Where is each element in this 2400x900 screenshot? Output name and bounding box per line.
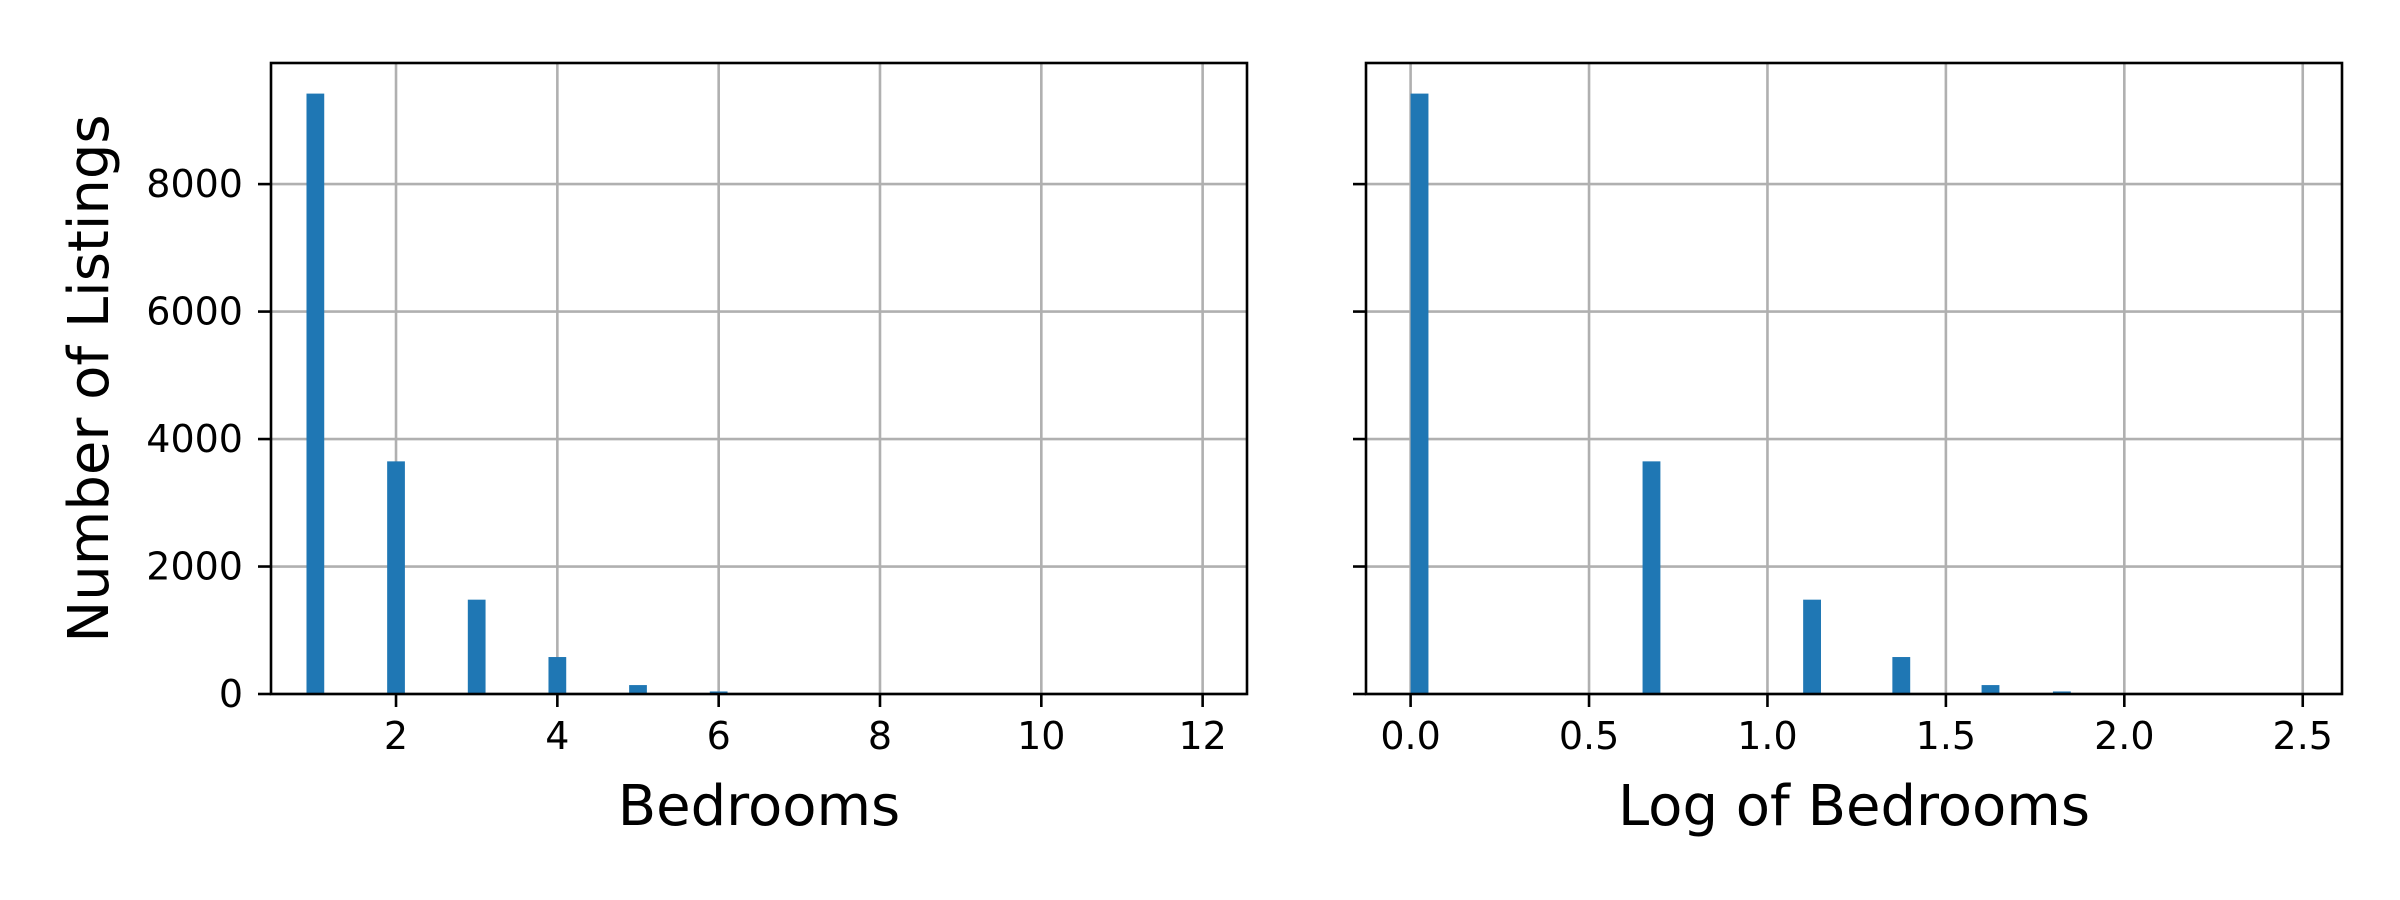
x-tick-label: 1.5: [1916, 714, 1976, 758]
x-tick-label: 1.0: [1737, 714, 1797, 758]
histogram-bar: [1410, 93, 1429, 695]
x-tick-label: 4: [545, 714, 569, 758]
histogram-bar: [1892, 657, 1911, 694]
x-tick-label: 8: [868, 714, 892, 758]
x-tick-label: 0.5: [1559, 714, 1619, 758]
x-tick-label: 10: [1017, 714, 1065, 758]
histogram-bar: [467, 599, 486, 694]
x-axis-title: Bedrooms: [618, 774, 900, 839]
axes-frame: [1364, 61, 2344, 696]
y-tick-label: 2000: [146, 545, 243, 589]
x-axis-title: Log of Bedrooms: [1618, 774, 2090, 839]
log-bedrooms-histogram-panel: 0.0 0.5 1.0 1.5 2.0 2.5 Log of Bedrooms: [1353, 61, 2344, 839]
x-tick-label: 0.0: [1380, 714, 1440, 758]
histogram-bar: [1803, 599, 1821, 694]
y-tick-label: 8000: [146, 162, 243, 206]
y-axis-title: Number of Listings: [57, 114, 122, 642]
x-tick-label: 2.0: [2094, 714, 2154, 758]
y-tick-label: 4000: [146, 417, 243, 461]
histogram-bar: [629, 685, 647, 694]
bedrooms-histogram-panel: 2 4 6 8 10 12 0 2000 4000 6000 8000 Bedrooms Number …: [57, 61, 1249, 839]
y-tick-label: 6000: [146, 290, 243, 334]
x-tick-label: 2.5: [2273, 714, 2333, 758]
histogram-bar: [1981, 685, 2000, 694]
histogram-bar: [548, 657, 567, 694]
x-tick-label: 2: [384, 714, 408, 758]
histogram-bar: [1642, 461, 1661, 694]
histogram-bar: [306, 93, 325, 695]
axes-frame: [269, 61, 1249, 696]
histogram-bar: [387, 461, 405, 694]
x-tick-label: 6: [707, 714, 731, 758]
x-tick-label: 12: [1178, 714, 1226, 758]
y-tick-label: 0: [219, 672, 243, 716]
